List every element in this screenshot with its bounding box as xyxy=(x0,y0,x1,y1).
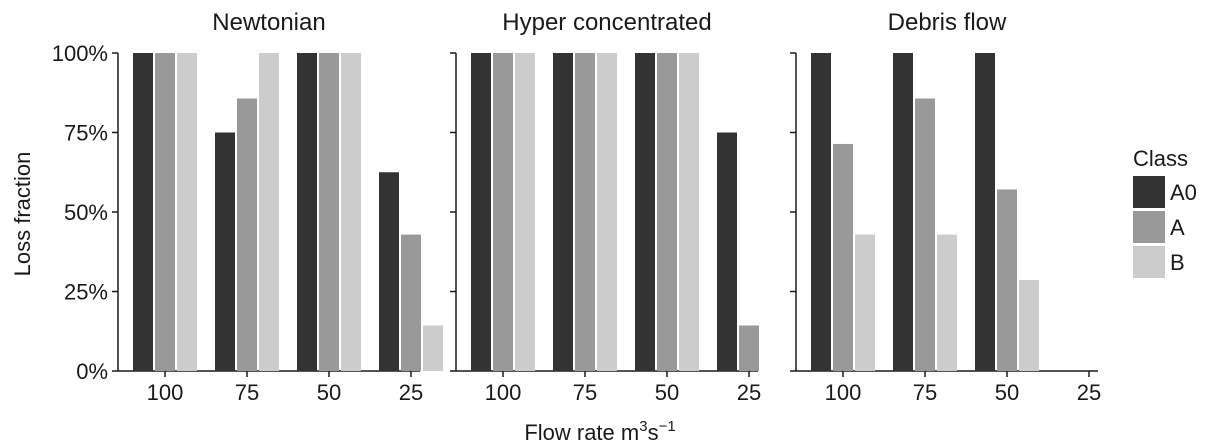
y-tick-label: 100% xyxy=(52,41,108,66)
y-tick-label: 25% xyxy=(64,280,108,305)
legend-key-B xyxy=(1133,246,1165,278)
bar-A-25 xyxy=(739,325,759,371)
x-tick-label: 50 xyxy=(995,380,1019,405)
x-tick-label: 75 xyxy=(235,380,259,405)
x-tick-label: 75 xyxy=(913,380,937,405)
bar-B-50 xyxy=(1019,280,1039,371)
bar-A0-50 xyxy=(975,53,995,371)
x-tick-label: 100 xyxy=(825,380,862,405)
panel-0: Newtonian 0% 25% 50% 75% 100% 100 75 50 25 xyxy=(52,9,443,405)
x-axis-title-mid: s xyxy=(648,420,659,445)
legend-title: Class xyxy=(1133,146,1188,171)
x-tick-label: 100 xyxy=(147,380,184,405)
x-tick-label: 50 xyxy=(317,380,341,405)
bar-A0-50 xyxy=(297,53,317,371)
y-tick-label: 75% xyxy=(64,121,108,146)
bar-A0-100 xyxy=(811,53,831,371)
bar-A-50 xyxy=(657,53,677,371)
x-axis-title: Flow rate m3s−1 xyxy=(524,418,675,445)
bar-B-100 xyxy=(515,53,535,371)
bar-A0-75 xyxy=(215,132,235,371)
bar-A0-100 xyxy=(133,53,153,371)
bar-A-75 xyxy=(575,53,595,371)
panel-title: Hyper concentrated xyxy=(502,9,711,36)
x-tick-label: 75 xyxy=(573,380,597,405)
bar-B-75 xyxy=(259,53,279,371)
panel-2: Debris flow 100 75 50 25 xyxy=(790,9,1101,405)
bar-A-100 xyxy=(833,143,853,371)
bar-A-75 xyxy=(915,98,935,371)
bar-A0-75 xyxy=(893,53,913,371)
bar-B-100 xyxy=(177,53,197,371)
bar-B-50 xyxy=(679,53,699,371)
bar-B-50 xyxy=(341,53,361,371)
x-tick-label: 50 xyxy=(655,380,679,405)
y-tick-label: 50% xyxy=(64,200,108,225)
panel-1: Hyper concentrated 100 75 50 25 xyxy=(450,9,761,405)
y-axis-title-group: Loss fraction xyxy=(10,152,35,277)
y-tick-label: 0% xyxy=(76,359,108,384)
x-axis-title-sup1: 3 xyxy=(639,418,647,435)
bar-B-75 xyxy=(937,234,957,371)
bar-A0-25 xyxy=(379,172,399,371)
x-tick-label: 25 xyxy=(399,380,423,405)
bar-B-100 xyxy=(855,234,875,371)
x-tick-label: 25 xyxy=(1077,380,1101,405)
legend: Class A0 AB xyxy=(1133,146,1197,278)
bar-B-75 xyxy=(597,53,617,371)
legend-key-A0 xyxy=(1133,176,1165,208)
legend-label: A0 xyxy=(1170,180,1197,205)
legend-key-A xyxy=(1133,211,1165,243)
y-axis-title: Loss fraction xyxy=(10,152,35,277)
panel-title: Debris flow xyxy=(888,9,1007,36)
legend-label: A xyxy=(1170,215,1185,240)
bar-A0-50 xyxy=(635,53,655,371)
legend-label: B xyxy=(1170,250,1185,275)
bar-A-75 xyxy=(237,98,257,371)
bar-A0-75 xyxy=(553,53,573,371)
bar-A-50 xyxy=(997,189,1017,371)
x-axis-title-text: Flow rate m xyxy=(524,420,639,445)
x-axis-title-sup2: −1 xyxy=(659,418,676,435)
bar-A0-100 xyxy=(471,53,491,371)
panel-title: Newtonian xyxy=(212,9,325,36)
bar-A0-25 xyxy=(717,132,737,371)
bar-B-25 xyxy=(423,325,443,371)
bar-A-25 xyxy=(401,234,421,371)
bar-A-100 xyxy=(155,53,175,371)
bar-A-100 xyxy=(493,53,513,371)
bar-A-50 xyxy=(319,53,339,371)
x-tick-label: 100 xyxy=(485,380,522,405)
x-tick-label: 25 xyxy=(737,380,761,405)
